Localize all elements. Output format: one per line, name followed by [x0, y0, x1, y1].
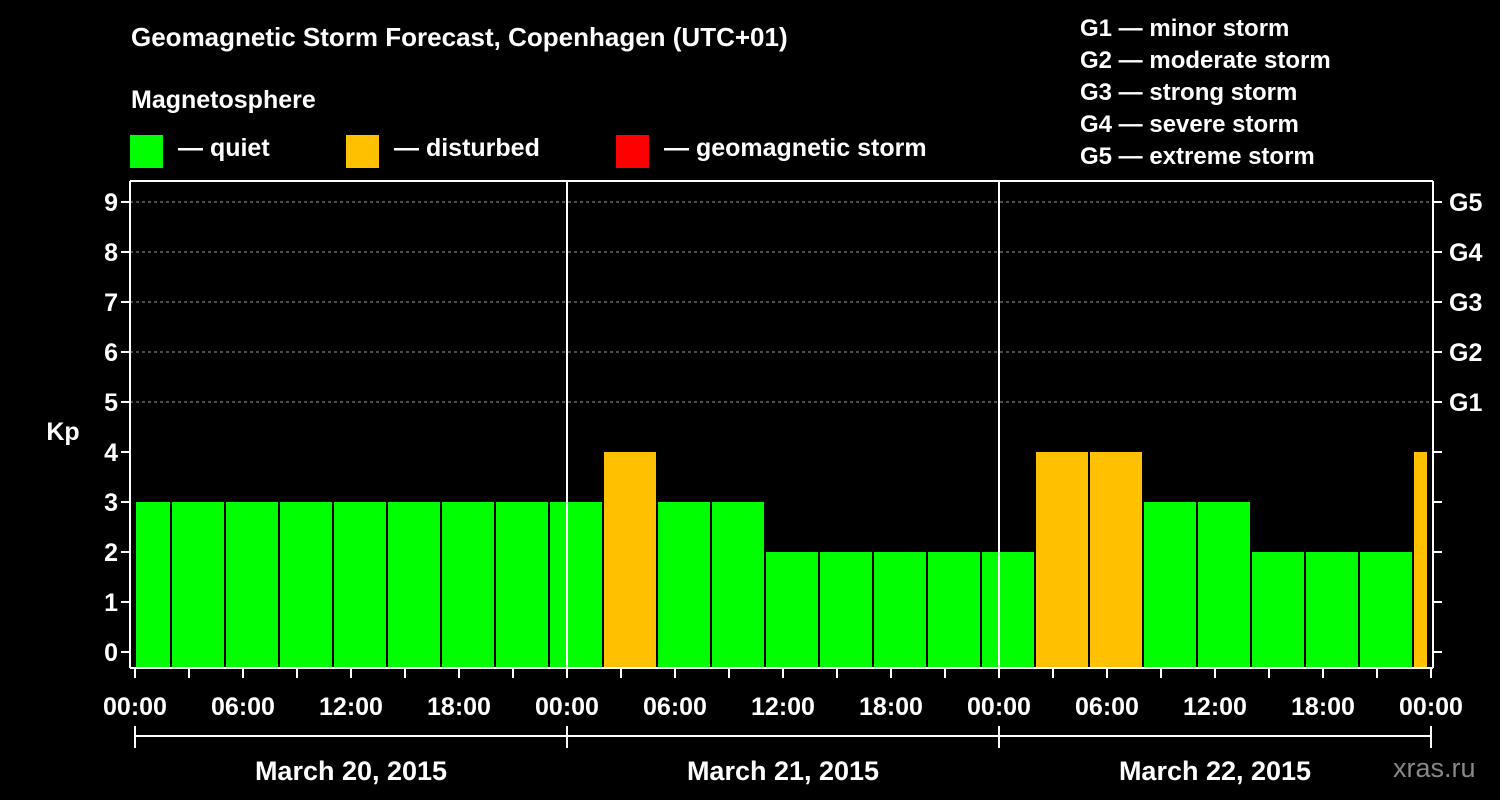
x-tick-label: 00:00 [967, 693, 1031, 721]
kp-bar [604, 452, 656, 668]
y-tick-label: 3 [104, 489, 118, 517]
kp-bar [1198, 502, 1250, 668]
labels-layer: 0 1 2 3 4 5 6 7 8 9 G1 G2 G3 G4 G5 Kp 00:00 06:00 12:00 18:… [46, 189, 1482, 786]
kp-bar [1306, 552, 1358, 668]
y-tick-label: 1 [104, 589, 118, 617]
y-tick-label: 5 [104, 389, 118, 417]
storm-scale-g4: G4 — severe storm [1080, 111, 1299, 138]
axes-layer [121, 180, 1442, 748]
right-tick-label: G5 [1449, 189, 1482, 217]
x-tick-label: 06:00 [643, 693, 707, 721]
y-tick-label: 2 [104, 539, 118, 567]
y-tick-label: 8 [104, 239, 118, 267]
grid-layer [130, 201, 1433, 403]
y-tick-label: 9 [104, 189, 118, 217]
x-tick-label: 12:00 [1183, 693, 1247, 721]
y-tick-label: 0 [104, 639, 118, 667]
right-tick-label: G4 [1449, 239, 1482, 267]
kp-bar [496, 502, 548, 668]
x-tick-label: 06:00 [211, 693, 275, 721]
storm-scale-g1: G1 — minor storm [1080, 15, 1290, 42]
legend-label-disturbed: — disturbed [394, 134, 540, 162]
x-tick-label: 12:00 [751, 693, 815, 721]
kp-bar [136, 502, 170, 668]
y-axis-label: Kp [46, 418, 79, 446]
day-label: March 20, 2015 [255, 756, 447, 786]
x-tick-label: 18:00 [427, 693, 491, 721]
x-tick-label: 18:00 [859, 693, 923, 721]
kp-bar [1144, 502, 1196, 668]
storm-scale-g5: G5 — extreme storm [1080, 143, 1315, 170]
x-tick-label: 18:00 [1291, 693, 1355, 721]
kp-bar [442, 502, 494, 668]
legend-label-storm: — geomagnetic storm [664, 134, 927, 162]
kp-bar [928, 552, 980, 668]
y-tick-label: 7 [104, 289, 118, 317]
kp-bar [766, 552, 818, 668]
kp-bar [334, 502, 386, 668]
legend-swatch-quiet [130, 135, 163, 168]
kp-bar [388, 502, 440, 668]
legend-swatch-storm [616, 135, 649, 168]
magnetosphere-label: Magnetosphere [131, 86, 316, 114]
y-tick-label: 4 [104, 439, 118, 467]
storm-scale-g2: G2 — moderate storm [1080, 47, 1331, 74]
kp-bar [172, 502, 224, 668]
day-label: March 22, 2015 [1119, 756, 1311, 786]
kp-bar [1036, 452, 1088, 668]
kp-bar [226, 502, 278, 668]
legend-swatch-disturbed [346, 135, 379, 168]
x-tick-label: 00:00 [103, 693, 167, 721]
kp-bar [1360, 552, 1412, 668]
kp-bar [982, 552, 1034, 668]
right-tick-label: G2 [1449, 339, 1482, 367]
x-tick-label: 00:00 [1399, 693, 1463, 721]
kp-bar [820, 552, 872, 668]
legend-label-quiet: — quiet [178, 134, 270, 162]
kp-bar [874, 552, 926, 668]
kp-bar [712, 502, 764, 668]
watermark: xras.ru [1393, 753, 1476, 783]
y-tick-label: 6 [104, 339, 118, 367]
storm-scale-g3: G3 — strong storm [1080, 79, 1298, 106]
kp-bar [280, 502, 332, 668]
right-tick-label: G3 [1449, 289, 1482, 317]
day-label: March 21, 2015 [687, 756, 879, 786]
kp-bar [658, 502, 710, 668]
bars-layer [136, 452, 1427, 668]
x-tick-label: 00:00 [535, 693, 599, 721]
kp-bar [1090, 452, 1142, 668]
chart-title: Geomagnetic Storm Forecast, Copenhagen (… [131, 22, 788, 52]
x-tick-label: 12:00 [319, 693, 383, 721]
x-tick-label: 06:00 [1075, 693, 1139, 721]
kp-bar [1252, 552, 1304, 668]
kp-bar [1414, 452, 1427, 668]
right-tick-label: G1 [1449, 389, 1482, 417]
kp-bar [550, 502, 602, 668]
